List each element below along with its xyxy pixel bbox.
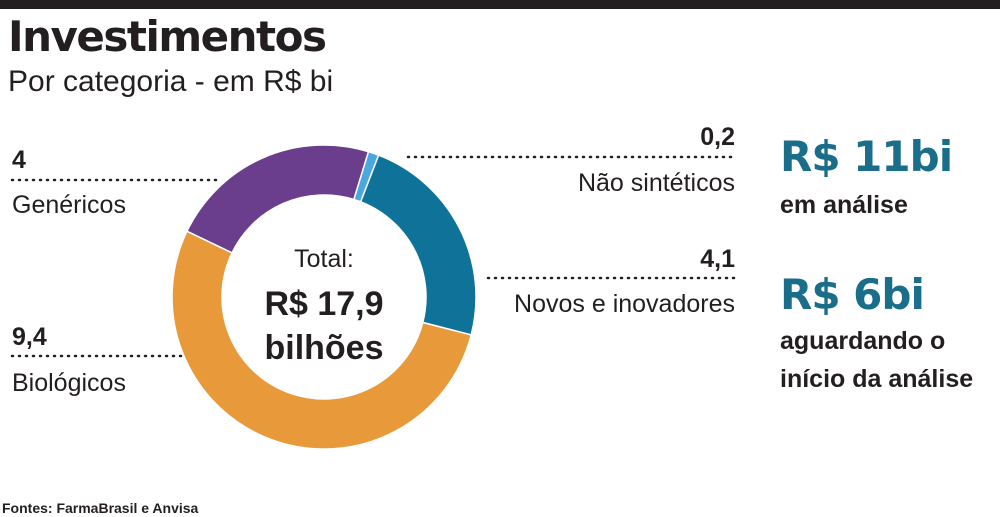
center-total-unit: bilhões: [264, 329, 384, 367]
source-note: Fontes: FarmaBrasil e Anvisa: [2, 500, 199, 516]
category-label-novos: Novos e inovadores: [514, 290, 735, 318]
callout-aguardando-line1: aguardando o: [780, 327, 946, 355]
callout-em-analise-text: em análise: [780, 191, 908, 219]
value-label-nao-sinteticos: 0,2: [700, 123, 735, 151]
category-label-genericos: Genéricos: [12, 191, 126, 219]
top-rule: [0, 0, 1000, 9]
center-total-label: Total:: [294, 245, 354, 273]
center-total-value: R$ 17,9: [264, 285, 384, 323]
chart-title: Investimentos: [8, 12, 327, 61]
donut-slice-genericos: [185, 144, 370, 254]
callout-aguardando-value: R$ 6bi: [780, 270, 925, 319]
donut-slice-biologicos: [171, 230, 473, 450]
category-label-biologicos: Biológicos: [12, 369, 126, 397]
category-label-nao-sinteticos: Não sintéticos: [577, 169, 735, 197]
value-label-biologicos: 9,4: [12, 323, 47, 351]
callout-em-analise-value: R$ 11bi: [780, 132, 953, 181]
value-label-novos: 4,1: [700, 245, 735, 273]
value-label-genericos: 4: [12, 146, 26, 174]
leader-lines: [10, 155, 737, 358]
callout-aguardando-line2: início da análise: [780, 365, 974, 393]
chart-subtitle: Por categoria - em R$ bi: [8, 65, 334, 98]
